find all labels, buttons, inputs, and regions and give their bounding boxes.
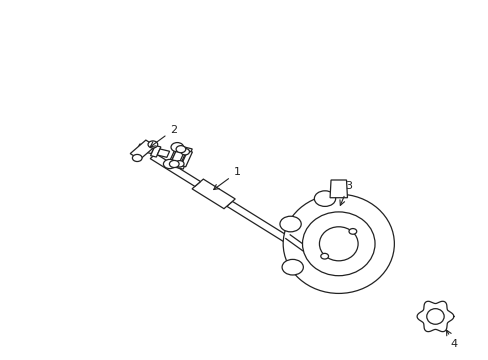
Circle shape — [348, 229, 356, 234]
Polygon shape — [170, 148, 192, 167]
Ellipse shape — [319, 227, 357, 261]
Polygon shape — [150, 145, 161, 157]
Polygon shape — [178, 146, 192, 152]
Circle shape — [314, 191, 335, 206]
Circle shape — [169, 161, 179, 167]
Polygon shape — [137, 144, 154, 154]
Circle shape — [171, 143, 183, 152]
Polygon shape — [168, 147, 178, 164]
Text: 4: 4 — [446, 330, 457, 350]
Circle shape — [282, 260, 303, 275]
Polygon shape — [192, 179, 235, 209]
Circle shape — [148, 141, 158, 148]
Ellipse shape — [302, 212, 374, 276]
Text: 3: 3 — [339, 181, 351, 205]
Polygon shape — [416, 301, 453, 332]
Polygon shape — [130, 140, 155, 159]
Circle shape — [175, 161, 183, 167]
Circle shape — [181, 148, 189, 155]
Ellipse shape — [283, 194, 393, 293]
Ellipse shape — [426, 309, 443, 324]
Polygon shape — [226, 201, 315, 258]
Circle shape — [279, 216, 301, 232]
Text: 2: 2 — [150, 125, 177, 147]
Circle shape — [132, 154, 142, 162]
Polygon shape — [179, 152, 186, 164]
Polygon shape — [150, 154, 200, 186]
Circle shape — [176, 146, 185, 153]
Text: 1: 1 — [213, 167, 240, 189]
Circle shape — [163, 159, 176, 168]
Polygon shape — [170, 163, 184, 169]
Polygon shape — [329, 180, 347, 198]
Circle shape — [320, 253, 328, 259]
Polygon shape — [157, 149, 169, 157]
